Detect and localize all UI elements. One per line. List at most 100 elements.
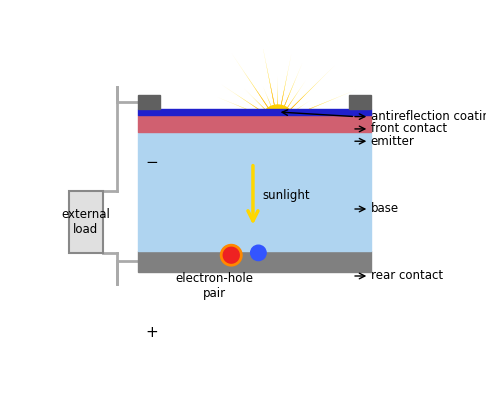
Polygon shape — [265, 61, 277, 116]
Polygon shape — [260, 127, 275, 147]
Polygon shape — [241, 125, 273, 147]
Polygon shape — [237, 122, 272, 123]
Polygon shape — [267, 95, 276, 116]
Polygon shape — [281, 127, 309, 169]
Polygon shape — [283, 124, 348, 151]
Polygon shape — [283, 100, 311, 119]
Polygon shape — [281, 127, 299, 153]
Polygon shape — [232, 103, 272, 120]
Polygon shape — [196, 122, 272, 123]
Polygon shape — [284, 122, 320, 123]
Polygon shape — [278, 71, 288, 116]
Polygon shape — [262, 127, 276, 158]
Polygon shape — [270, 81, 277, 116]
Text: external
load: external load — [61, 208, 110, 236]
Polygon shape — [268, 127, 276, 146]
Polygon shape — [282, 94, 306, 118]
Bar — [138, 109, 371, 115]
Polygon shape — [249, 123, 272, 128]
Text: antireflection coating: antireflection coating — [371, 110, 486, 123]
Polygon shape — [282, 65, 335, 118]
Polygon shape — [284, 118, 299, 121]
Polygon shape — [283, 111, 294, 119]
Polygon shape — [240, 123, 272, 129]
Polygon shape — [282, 126, 318, 162]
Polygon shape — [217, 122, 272, 123]
Polygon shape — [280, 127, 290, 151]
Polygon shape — [249, 103, 273, 119]
Text: base: base — [371, 203, 399, 215]
Polygon shape — [258, 127, 276, 171]
Bar — [349, 95, 371, 109]
Bar — [69, 191, 104, 253]
Polygon shape — [244, 89, 274, 118]
Bar — [138, 251, 371, 272]
Text: sunlight: sunlight — [262, 188, 310, 201]
Polygon shape — [261, 41, 277, 116]
Polygon shape — [221, 84, 273, 119]
Polygon shape — [280, 78, 296, 116]
Polygon shape — [261, 105, 274, 118]
Polygon shape — [283, 125, 313, 145]
Polygon shape — [281, 80, 306, 117]
Bar — [138, 115, 371, 132]
Polygon shape — [284, 123, 318, 130]
Text: −: − — [146, 155, 158, 170]
Polygon shape — [284, 123, 298, 126]
Polygon shape — [243, 127, 275, 173]
Polygon shape — [250, 125, 273, 140]
Polygon shape — [283, 124, 330, 144]
Polygon shape — [254, 117, 272, 121]
Polygon shape — [266, 128, 277, 180]
Circle shape — [260, 105, 295, 139]
Polygon shape — [278, 128, 295, 205]
Polygon shape — [259, 123, 272, 126]
Polygon shape — [278, 88, 284, 116]
Circle shape — [251, 245, 266, 260]
Polygon shape — [278, 128, 290, 184]
Bar — [138, 132, 371, 251]
Circle shape — [272, 116, 284, 128]
Polygon shape — [278, 54, 291, 116]
Polygon shape — [284, 116, 310, 121]
Polygon shape — [263, 86, 276, 116]
Polygon shape — [281, 101, 292, 117]
Polygon shape — [242, 115, 272, 121]
Text: emitter: emitter — [371, 135, 415, 148]
Polygon shape — [239, 124, 272, 138]
Polygon shape — [232, 54, 275, 117]
Polygon shape — [278, 128, 286, 164]
Text: electron-hole
pair: electron-hole pair — [175, 272, 253, 300]
Polygon shape — [253, 97, 274, 118]
Polygon shape — [283, 106, 302, 119]
Polygon shape — [262, 128, 277, 199]
Polygon shape — [284, 123, 308, 128]
Polygon shape — [260, 125, 273, 134]
Polygon shape — [282, 126, 308, 152]
Polygon shape — [227, 126, 274, 173]
Polygon shape — [280, 92, 290, 116]
Polygon shape — [219, 124, 272, 146]
Text: front contact: front contact — [371, 123, 447, 136]
Polygon shape — [240, 126, 274, 160]
Polygon shape — [252, 127, 275, 160]
Text: rear contact: rear contact — [371, 269, 443, 282]
Polygon shape — [280, 63, 302, 116]
Polygon shape — [283, 90, 356, 120]
Polygon shape — [284, 122, 363, 123]
Polygon shape — [252, 126, 274, 147]
Polygon shape — [270, 128, 277, 160]
Polygon shape — [280, 127, 294, 160]
Polygon shape — [229, 112, 272, 121]
Polygon shape — [235, 94, 273, 119]
Polygon shape — [270, 104, 276, 116]
Polygon shape — [200, 124, 272, 154]
Polygon shape — [281, 91, 299, 117]
Polygon shape — [282, 126, 298, 142]
Polygon shape — [282, 79, 321, 118]
Polygon shape — [243, 71, 275, 117]
Polygon shape — [283, 98, 336, 120]
Polygon shape — [281, 127, 320, 184]
Polygon shape — [283, 106, 317, 120]
Polygon shape — [283, 125, 325, 153]
